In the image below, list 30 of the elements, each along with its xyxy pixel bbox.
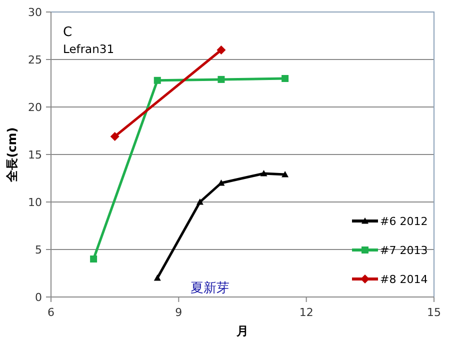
x-tick-label: 12 bbox=[299, 306, 314, 319]
point bbox=[218, 76, 225, 83]
y-axis-title: 全長(cm) bbox=[5, 127, 19, 183]
point bbox=[110, 132, 120, 141]
y-tick-label: 0 bbox=[35, 291, 42, 304]
annotation: C bbox=[63, 25, 72, 40]
x-tick-label: 6 bbox=[48, 306, 54, 319]
x-tick-label: 15 bbox=[427, 306, 441, 319]
legend-label: #8 2014 bbox=[380, 273, 428, 286]
annotation: 夏新芽 bbox=[190, 281, 230, 296]
point bbox=[154, 76, 161, 84]
y-tick-label: 15 bbox=[28, 148, 42, 162]
point bbox=[260, 170, 268, 176]
y-tick-label: 20 bbox=[28, 101, 42, 114]
y-tick-label: 25 bbox=[28, 54, 42, 66]
point bbox=[196, 198, 204, 205]
y-tick-label: 5 bbox=[35, 244, 42, 256]
legend-label: #7 2013 bbox=[380, 244, 428, 257]
point bbox=[282, 75, 289, 82]
point bbox=[216, 46, 226, 54]
x-tick-label: 9 bbox=[175, 306, 182, 319]
legend-label: #6 2012 bbox=[380, 215, 428, 228]
y-tick-label: 30 bbox=[28, 6, 42, 19]
point bbox=[282, 170, 289, 178]
annotation: Lefran31 bbox=[63, 42, 114, 56]
point bbox=[218, 180, 225, 186]
point bbox=[90, 256, 98, 262]
y-tick-label: 10 bbox=[28, 196, 42, 209]
x-axis-title: 月 bbox=[236, 324, 248, 338]
point bbox=[154, 274, 161, 281]
